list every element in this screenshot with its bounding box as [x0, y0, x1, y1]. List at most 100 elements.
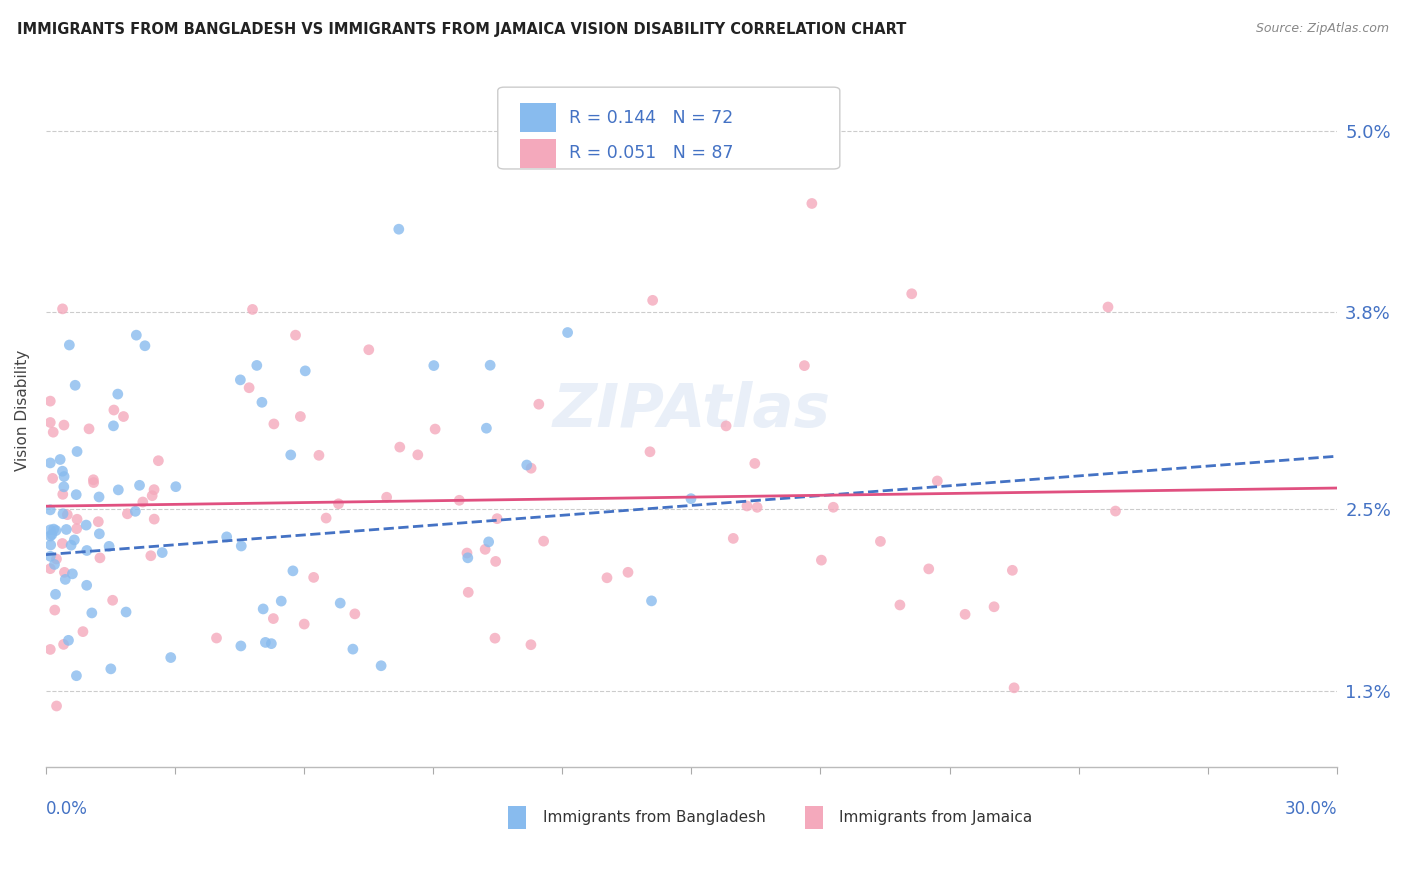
Point: [55, 523, 77, 537]
Point: [229, 373, 252, 387]
Point: [456, 546, 478, 560]
Point: [87, 515, 110, 529]
Point: [83, 475, 105, 490]
Text: IMMIGRANTS FROM BANGLADESH VS IMMIGRANTS FROM JAMAICA VISION DISABILITY CORRELAT: IMMIGRANTS FROM BANGLADESH VS IMMIGRANTS…: [17, 22, 907, 37]
Point: [107, 387, 129, 401]
Point: [150, 545, 173, 559]
Point: [983, 599, 1005, 614]
Point: [44, 587, 66, 601]
Point: [45, 524, 67, 538]
Point: [100, 662, 122, 676]
Point: [63, 378, 86, 392]
Point: [294, 364, 316, 378]
Point: [42, 425, 65, 440]
Point: [39, 503, 62, 517]
Point: [134, 339, 156, 353]
Text: ZIPAtlas: ZIPAtlas: [553, 382, 831, 441]
Point: [260, 637, 283, 651]
Point: [107, 483, 129, 497]
Point: [65, 488, 87, 502]
Point: [56, 508, 79, 522]
Point: [263, 417, 285, 431]
Point: [747, 500, 769, 515]
Point: [103, 418, 125, 433]
Point: [242, 302, 264, 317]
Point: [484, 631, 506, 645]
Point: [343, 607, 366, 621]
Point: [370, 658, 392, 673]
Point: [388, 222, 411, 236]
Text: 0.0%: 0.0%: [46, 800, 87, 818]
Point: [52, 487, 75, 501]
Point: [406, 448, 429, 462]
Point: [39, 562, 62, 576]
Point: [53, 566, 76, 580]
Point: [1104, 504, 1126, 518]
Point: [39, 538, 62, 552]
Y-axis label: Vision Disability: Vision Disability: [15, 351, 30, 472]
Point: [44, 603, 66, 617]
Point: [44, 558, 66, 572]
Point: [39, 394, 62, 409]
Point: [117, 507, 139, 521]
Point: [53, 573, 76, 587]
Text: Immigrants from Bangladesh: Immigrants from Bangladesh: [543, 810, 766, 825]
Point: [714, 418, 737, 433]
Point: [80, 606, 103, 620]
Point: [342, 642, 364, 657]
Point: [66, 444, 89, 458]
Text: R = 0.144   N = 72: R = 0.144 N = 72: [569, 109, 733, 127]
Point: [449, 493, 471, 508]
Point: [478, 535, 501, 549]
Point: [520, 638, 543, 652]
Text: Immigrants from Jamaica: Immigrants from Jamaica: [838, 810, 1032, 825]
Point: [159, 650, 181, 665]
Point: [679, 491, 702, 506]
Point: [927, 474, 949, 488]
Point: [231, 539, 253, 553]
Point: [953, 607, 976, 622]
FancyBboxPatch shape: [520, 103, 555, 132]
Point: [128, 478, 150, 492]
Point: [132, 495, 155, 509]
Point: [918, 562, 941, 576]
Point: [262, 611, 284, 625]
Point: [112, 409, 135, 424]
Point: [485, 554, 508, 568]
Point: [869, 534, 891, 549]
Point: [280, 448, 302, 462]
Point: [41, 471, 63, 485]
Point: [39, 523, 62, 537]
Point: [89, 550, 111, 565]
Point: [148, 453, 170, 467]
Point: [60, 566, 83, 581]
Point: [51, 301, 73, 316]
Point: [457, 585, 479, 599]
Point: [52, 418, 75, 433]
Point: [889, 598, 911, 612]
Point: [520, 461, 543, 475]
Point: [328, 497, 350, 511]
Point: [474, 542, 496, 557]
Point: [1097, 300, 1119, 314]
Point: [139, 549, 162, 563]
Point: [596, 571, 619, 585]
Point: [388, 440, 411, 454]
Point: [124, 504, 146, 518]
Point: [41, 527, 63, 541]
Point: [475, 421, 498, 435]
Point: [308, 448, 330, 462]
Point: [270, 594, 292, 608]
Point: [810, 553, 832, 567]
Point: [357, 343, 380, 357]
Point: [527, 397, 550, 411]
Point: [52, 480, 75, 494]
Text: Source: ZipAtlas.com: Source: ZipAtlas.com: [1256, 22, 1389, 36]
Point: [51, 464, 73, 478]
Point: [1001, 563, 1024, 577]
Point: [103, 403, 125, 417]
Point: [66, 512, 89, 526]
Point: [638, 444, 661, 458]
Point: [246, 359, 269, 373]
Point: [205, 631, 228, 645]
